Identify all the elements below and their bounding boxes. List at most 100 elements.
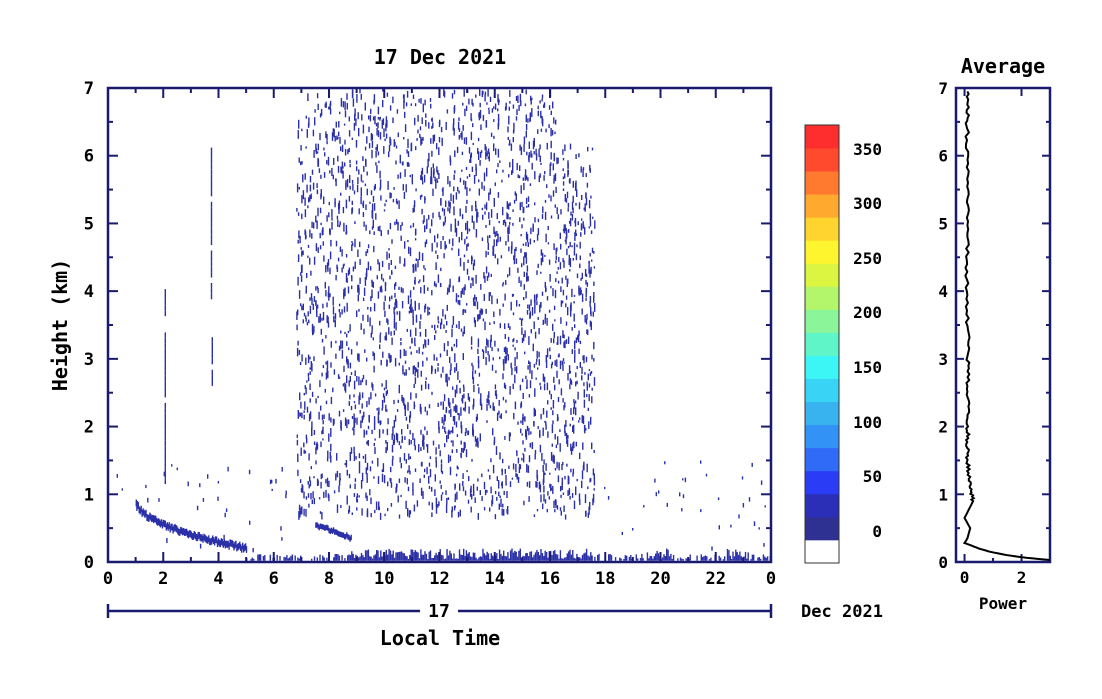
noise-speck [351, 275, 353, 282]
surface-layer [672, 555, 675, 561]
vertical-streak [164, 381, 166, 387]
noise-speck [525, 291, 527, 299]
noise-speck [590, 266, 592, 274]
noise-speck [440, 318, 443, 325]
noise-speck [393, 420, 395, 428]
noise-speck [443, 208, 446, 216]
noise-speck [466, 199, 468, 204]
noise-speck [521, 433, 523, 436]
noise-speck [446, 435, 448, 443]
noise-speck [479, 398, 482, 406]
noise-speck [434, 335, 436, 340]
noise-speck [465, 222, 467, 231]
noise-speck [526, 205, 528, 208]
noise-speck [581, 195, 583, 200]
noise-speck [508, 267, 511, 276]
noise-speck [507, 234, 509, 242]
noise-speck [523, 256, 525, 265]
heatmap-data [116, 88, 771, 561]
noise-speck [443, 394, 446, 402]
noise-speck [435, 497, 438, 507]
surface-layer [326, 557, 328, 561]
noise-speck [552, 400, 555, 409]
noise-speck [325, 265, 327, 273]
sparse-speck [730, 524, 732, 528]
noise-speck [518, 464, 521, 467]
noise-speck [418, 444, 420, 453]
noise-speck [366, 249, 369, 253]
surface-layer [348, 554, 350, 561]
noise-speck [450, 193, 452, 202]
noise-speck [383, 209, 386, 212]
noise-speck [541, 98, 543, 102]
noise-speck [366, 268, 368, 277]
noise-speck [401, 222, 403, 226]
surface-layer [398, 551, 400, 561]
noise-speck [452, 440, 454, 447]
noise-speck [333, 418, 335, 425]
noise-speck [466, 228, 469, 234]
sparse-speck [199, 543, 202, 549]
noise-speck [471, 215, 473, 223]
noise-speck [547, 225, 549, 231]
noise-speck [536, 350, 538, 359]
noise-speck [461, 395, 464, 404]
decaying-layer [194, 532, 196, 539]
colorbar-cell [805, 194, 839, 218]
noise-speck [386, 360, 388, 366]
noise-speck [446, 373, 448, 382]
sparse-speck [196, 505, 199, 511]
noise-speck [525, 252, 527, 259]
noise-speck [575, 441, 577, 447]
noise-speck [526, 310, 529, 315]
noise-speck [455, 227, 458, 237]
sparse-speck [224, 512, 226, 518]
noise-speck [521, 457, 523, 461]
noise-speck [360, 420, 362, 429]
noise-speck [450, 223, 452, 232]
noise-speck [557, 475, 560, 483]
noise-speck [515, 473, 517, 477]
noise-speck [458, 321, 460, 330]
noise-speck [554, 509, 556, 513]
noise-speck [414, 117, 416, 126]
decaying-layer [238, 542, 240, 550]
noise-speck [572, 417, 574, 421]
sparse-speck [632, 528, 634, 531]
noise-speck [570, 468, 572, 473]
noise-speck [431, 487, 433, 492]
sparse-speck [764, 505, 766, 508]
noise-speck [418, 281, 420, 284]
noise-speck [593, 358, 595, 362]
noise-speck [389, 477, 391, 482]
noise-speck [491, 347, 493, 352]
sparse-speck [664, 461, 666, 465]
noise-speck [329, 103, 331, 110]
noise-speck [454, 353, 456, 363]
noise-speck [557, 336, 559, 345]
noise-speck [508, 465, 510, 469]
main-xlabel: Local Time [380, 626, 500, 650]
evening-layer [349, 536, 351, 542]
vertical-streak [164, 446, 166, 452]
surface-layer [334, 554, 336, 561]
noise-speck [437, 367, 439, 372]
noise-speck [480, 308, 482, 314]
noise-speck [366, 430, 368, 435]
noise-speck [357, 294, 359, 302]
colorbar-tick-label: 300 [853, 194, 882, 213]
noise-speck [448, 410, 450, 414]
surface-layer [736, 552, 738, 561]
noise-speck [581, 415, 583, 423]
surface-layer [377, 550, 379, 561]
noise-speck [373, 443, 375, 447]
noise-speck [531, 153, 533, 158]
vertical-streak [210, 266, 213, 273]
noise-speck [474, 301, 476, 307]
noise-speck [399, 349, 402, 359]
noise-speck [354, 238, 356, 248]
noise-speck [569, 258, 572, 268]
noise-speck [584, 269, 587, 277]
noise-speck [381, 119, 383, 129]
surface-layer [730, 559, 733, 561]
